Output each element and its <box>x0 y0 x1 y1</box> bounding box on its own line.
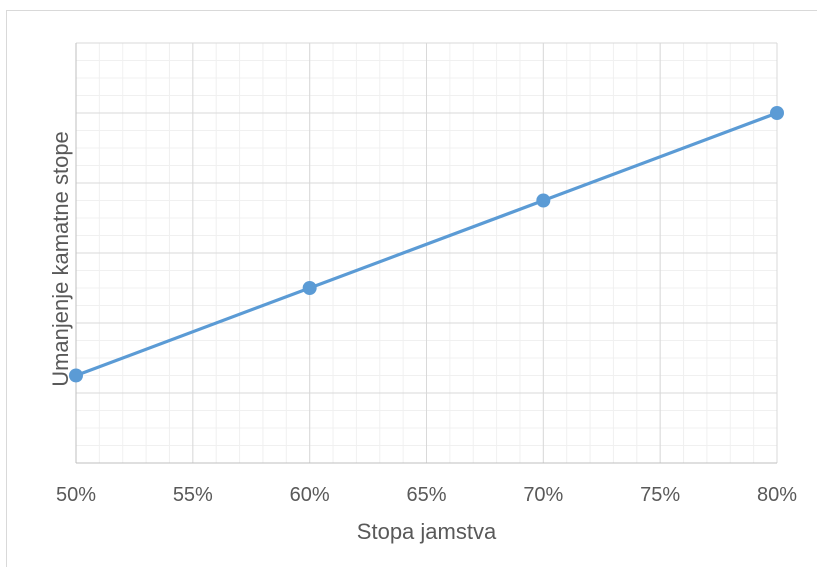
x-tick-label: 75% <box>640 484 680 506</box>
x-tick-label: 70% <box>523 484 563 506</box>
series <box>69 106 784 383</box>
x-tick-labels: 50% 55% 60% 65% 70% 75% 80% <box>56 484 797 506</box>
x-axis-title: Stopa jamstva <box>357 519 497 544</box>
x-tick-label: 65% <box>406 484 446 506</box>
y-axis-title: Umanjenje kamatne stope <box>48 131 73 387</box>
series-line <box>74 111 779 378</box>
x-tick-label: 60% <box>290 484 330 506</box>
data-point <box>770 106 784 120</box>
x-tick-label: 80% <box>757 484 797 506</box>
data-point <box>69 368 83 383</box>
axes <box>75 43 777 464</box>
x-tick-label: 50% <box>56 484 96 506</box>
data-point <box>302 281 317 295</box>
major-gridlines <box>75 42 778 464</box>
data-point <box>536 193 551 208</box>
x-tick-label: 55% <box>173 484 213 506</box>
